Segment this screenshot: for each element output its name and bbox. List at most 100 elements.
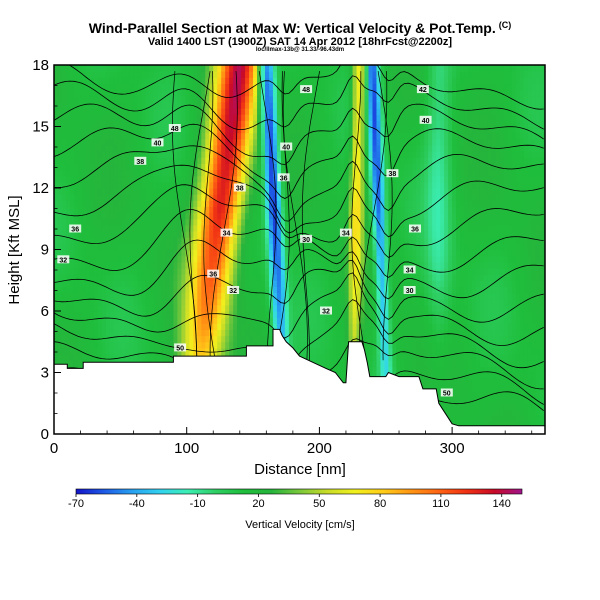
velocity-cell [380,366,386,374]
velocity-cell [304,194,310,201]
velocity-cell [153,132,159,140]
velocity-cell [205,181,210,189]
velocity-cell [237,329,242,337]
velocity-cell [89,89,95,97]
velocity-cell [165,144,171,152]
velocity-cell [320,108,326,115]
velocity-cell [332,181,338,189]
velocity-cell [97,311,103,318]
velocity-cell [296,255,302,263]
velocity-cell [261,151,266,158]
velocity-cell [73,280,79,287]
velocity-cell [320,360,326,367]
velocity-cell [181,163,186,171]
velocity-cell [89,206,95,214]
velocity-cell [300,292,306,300]
velocity-cell [197,274,202,281]
velocity-cell [340,101,346,109]
velocity-cell [304,163,310,171]
velocity-cell [213,231,218,238]
velocity-cell [197,95,202,103]
velocity-cell [253,108,258,115]
velocity-cell [249,329,254,337]
velocity-cell [257,218,262,226]
velocity-cell [316,317,322,324]
velocity-cell [340,354,346,361]
velocity-cell [316,206,322,214]
velocity-cell [109,243,115,251]
velocity-cell [320,292,326,300]
velocity-cell [245,175,250,183]
velocity-cell [85,108,91,115]
velocity-cell [352,267,358,275]
velocity-cell [193,114,198,121]
velocity-cell [161,347,167,355]
velocity-cell [225,77,230,85]
velocity-cell [356,304,362,312]
velocity-cell [241,292,246,300]
velocity-cell [145,292,151,300]
velocity-cell [93,311,99,318]
velocity-cell [137,354,143,361]
velocity-cell [169,298,175,306]
velocity-cell [217,298,222,306]
velocity-cell [205,151,210,158]
velocity-cell [105,249,111,257]
velocity-cell [197,329,202,337]
velocity-cell [324,95,330,103]
velocity-cell [81,114,87,121]
velocity-cell [109,114,115,121]
velocity-cell [356,108,362,115]
velocity-cell [65,151,71,158]
velocity-cell [280,231,286,238]
velocity-cell [364,108,370,115]
velocity-cell [324,181,330,189]
velocity-cell [121,89,127,97]
velocity-cell [364,237,370,244]
velocity-cell [364,224,370,232]
velocity-cell [193,181,198,189]
velocity-cell [296,169,302,177]
velocity-cell [316,151,322,158]
velocity-cell [356,231,362,238]
velocity-cell [57,274,63,281]
velocity-cell [276,218,282,226]
velocity-cell [221,169,226,177]
velocity-cell [332,360,338,367]
velocity-cell [125,304,131,312]
velocity-cell [233,218,238,226]
velocity-cell [229,237,234,244]
velocity-cell [336,126,342,134]
velocity-cell [193,218,198,226]
velocity-cell [324,200,330,208]
velocity-cell [253,280,258,287]
velocity-cell [65,89,71,97]
velocity-cell [213,188,218,195]
velocity-cell [177,188,182,195]
velocity-cell [348,144,354,152]
velocity-cell [352,218,358,226]
velocity-cell [272,120,278,128]
velocity-cell [213,323,218,331]
velocity-cell [352,194,358,201]
velocity-cell [89,151,95,158]
velocity-cell [177,249,182,257]
velocity-cell [85,65,91,72]
velocity-cell [125,77,131,85]
velocity-cell [308,286,314,294]
velocity-cell [213,249,218,257]
velocity-cell [141,132,147,140]
velocity-cell [205,335,210,343]
velocity-cell [268,231,274,238]
velocity-cell [54,237,59,244]
velocity-cell [101,354,107,361]
velocity-cell [272,175,278,183]
velocity-cell [288,169,294,177]
velocity-cell [292,323,298,331]
velocity-cell [332,89,338,97]
velocity-cell [105,206,111,214]
velocity-cell [161,126,167,134]
velocity-cell [280,304,286,312]
velocity-cell [161,354,167,361]
velocity-cell [77,144,83,152]
